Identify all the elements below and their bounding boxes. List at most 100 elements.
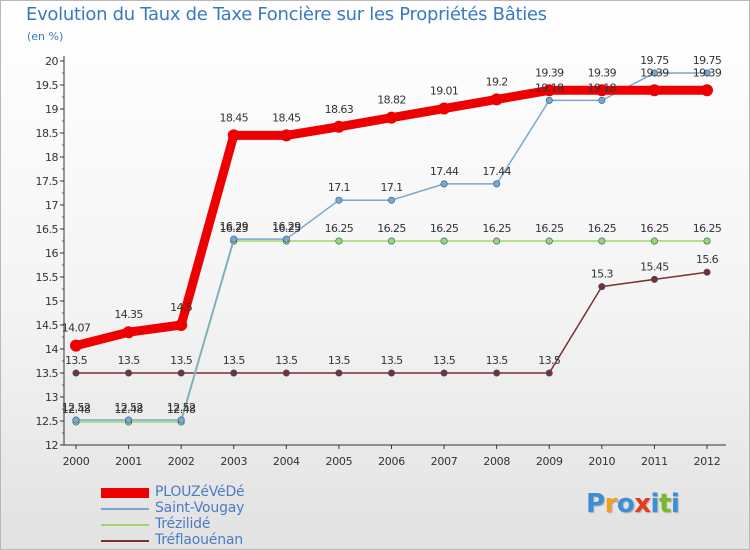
x-tick-label: 2006 — [378, 455, 405, 468]
data-label: 19.39 — [588, 66, 617, 79]
data-label: 17.1 — [328, 181, 350, 194]
data-point — [332, 120, 345, 133]
x-tick-label: 2008 — [483, 455, 510, 468]
data-point — [387, 237, 395, 245]
data-label: 19.01 — [430, 85, 459, 98]
data-point — [230, 235, 238, 243]
data-label: 13.5 — [65, 354, 88, 367]
data-label: 12.52 — [167, 401, 196, 414]
y-tick-label: 17 — [45, 199, 58, 212]
proxiti-logo: Proxiti — [586, 489, 680, 519]
data-label: 15.3 — [591, 268, 614, 281]
data-point — [650, 275, 658, 283]
data-point — [227, 129, 240, 142]
logo-letter: i — [670, 489, 680, 519]
data-label: 12.52 — [62, 401, 91, 414]
data-label: 13.5 — [275, 354, 298, 367]
data-point — [703, 237, 711, 245]
data-label: 15.6 — [696, 253, 719, 266]
data-point — [650, 69, 658, 77]
data-point — [545, 96, 553, 104]
data-point — [282, 235, 290, 243]
legend-label: Tréflaouénan — [155, 532, 243, 548]
data-point — [230, 369, 238, 377]
data-label: 12.52 — [114, 401, 143, 414]
data-point — [493, 180, 501, 188]
data-label: 18.45 — [220, 111, 249, 124]
data-point — [650, 237, 658, 245]
data-label: 19.39 — [640, 66, 669, 79]
data-label: 13.5 — [328, 354, 351, 367]
data-point — [595, 84, 608, 97]
data-point — [122, 326, 135, 339]
data-label: 19.2 — [486, 75, 508, 88]
x-tick-label: 2007 — [431, 455, 458, 468]
x-tick-label: 2000 — [63, 455, 90, 468]
logo-letter: x — [634, 489, 651, 519]
y-tick-label: 16.5 — [36, 223, 59, 236]
data-point — [598, 96, 606, 104]
x-tick-label: 2012 — [694, 455, 721, 468]
data-label: 16.25 — [693, 222, 722, 235]
data-label: 13.5 — [170, 354, 193, 367]
data-label: 19.75 — [640, 54, 669, 67]
data-label: 16.25 — [588, 222, 617, 235]
logo-letter: i — [650, 489, 660, 519]
data-label: 19.39 — [693, 66, 722, 79]
data-label: 16.25 — [535, 222, 564, 235]
data-point — [545, 237, 553, 245]
unit-label: (en %) — [27, 30, 64, 43]
y-tick-label: 19 — [45, 103, 58, 116]
data-label: 16.29 — [220, 220, 249, 233]
data-label: 16.25 — [430, 222, 459, 235]
x-tick-label: 2001 — [115, 455, 142, 468]
data-label: 17.44 — [430, 165, 459, 178]
data-label: 18.45 — [272, 111, 301, 124]
data-point — [440, 369, 448, 377]
data-point — [70, 339, 82, 352]
data-point — [387, 196, 395, 204]
data-point — [440, 180, 448, 188]
y-tick-label: 13.5 — [36, 367, 59, 380]
data-point — [387, 369, 395, 377]
data-label: 17.44 — [482, 165, 511, 178]
data-point — [335, 369, 343, 377]
data-point — [438, 102, 451, 115]
logo-letter: r — [604, 489, 618, 519]
legend-label: Trézilidé — [155, 516, 211, 532]
data-point — [701, 84, 713, 97]
legend-swatch — [101, 524, 149, 526]
y-tick-label: 13 — [45, 391, 58, 404]
data-point — [335, 196, 343, 204]
legend-swatch — [101, 488, 149, 498]
y-tick-label: 17.5 — [36, 175, 59, 188]
data-label: 16.25 — [377, 222, 406, 235]
data-point — [282, 369, 290, 377]
x-tick-label: 2004 — [273, 455, 300, 468]
series-line-1 — [75, 72, 708, 421]
data-point — [280, 129, 293, 142]
y-tick-label: 20 — [45, 55, 58, 68]
data-label: 12.48 — [167, 403, 196, 416]
data-point — [490, 93, 503, 106]
data-label: 16.25 — [640, 222, 669, 235]
y-tick-label: 14 — [45, 343, 58, 356]
data-label: 16.25 — [220, 222, 249, 235]
data-label: 16.29 — [272, 220, 301, 233]
data-label: 13.5 — [380, 354, 403, 367]
data-label: 13.5 — [223, 354, 246, 367]
data-point — [648, 84, 661, 97]
data-point — [543, 84, 556, 97]
data-label: 13.5 — [486, 354, 509, 367]
legend-label: Saint-Vougay — [155, 500, 245, 516]
data-point — [335, 237, 343, 245]
x-tick-label: 2010 — [588, 455, 615, 468]
x-tick-label: 2011 — [641, 455, 668, 468]
data-label: 19.18 — [588, 81, 617, 94]
legend-swatch — [101, 508, 149, 510]
data-label: 18.82 — [377, 94, 406, 107]
data-label: 16.25 — [272, 222, 301, 235]
logo-letter: P — [586, 489, 605, 519]
data-label: 14.35 — [114, 308, 143, 321]
data-label: 16.25 — [482, 222, 511, 235]
